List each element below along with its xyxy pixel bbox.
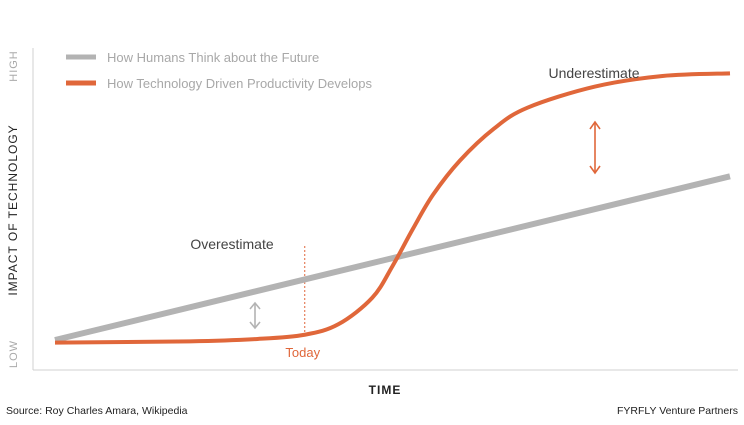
overestimate-arrow [249, 301, 261, 330]
y-axis-label: IMPACT OF TECHNOLOGY [6, 124, 20, 295]
series-line-human [54, 173, 731, 343]
annotation-overestimate: Overestimate [190, 236, 273, 252]
today-label: Today [285, 345, 320, 360]
x-axis-label: TIME [369, 383, 402, 397]
series-line-tech [54, 71, 731, 345]
y-tick-high: HIGH [8, 50, 20, 82]
y-tick-low: LOW [8, 340, 20, 368]
underestimate-arrow [589, 120, 601, 175]
annotation-underestimate: Underestimate [548, 65, 639, 81]
legend-label-tech: How Technology Driven Productivity Devel… [107, 76, 372, 91]
credit-note: FYRFLY Venture Partners [616, 405, 738, 417]
source-note: Source: Roy Charles Amara, Wikipedia [6, 405, 188, 417]
legend-label-human: How Humans Think about the Future [107, 50, 319, 65]
legend: How Humans Think about the Future How Te… [66, 50, 372, 91]
